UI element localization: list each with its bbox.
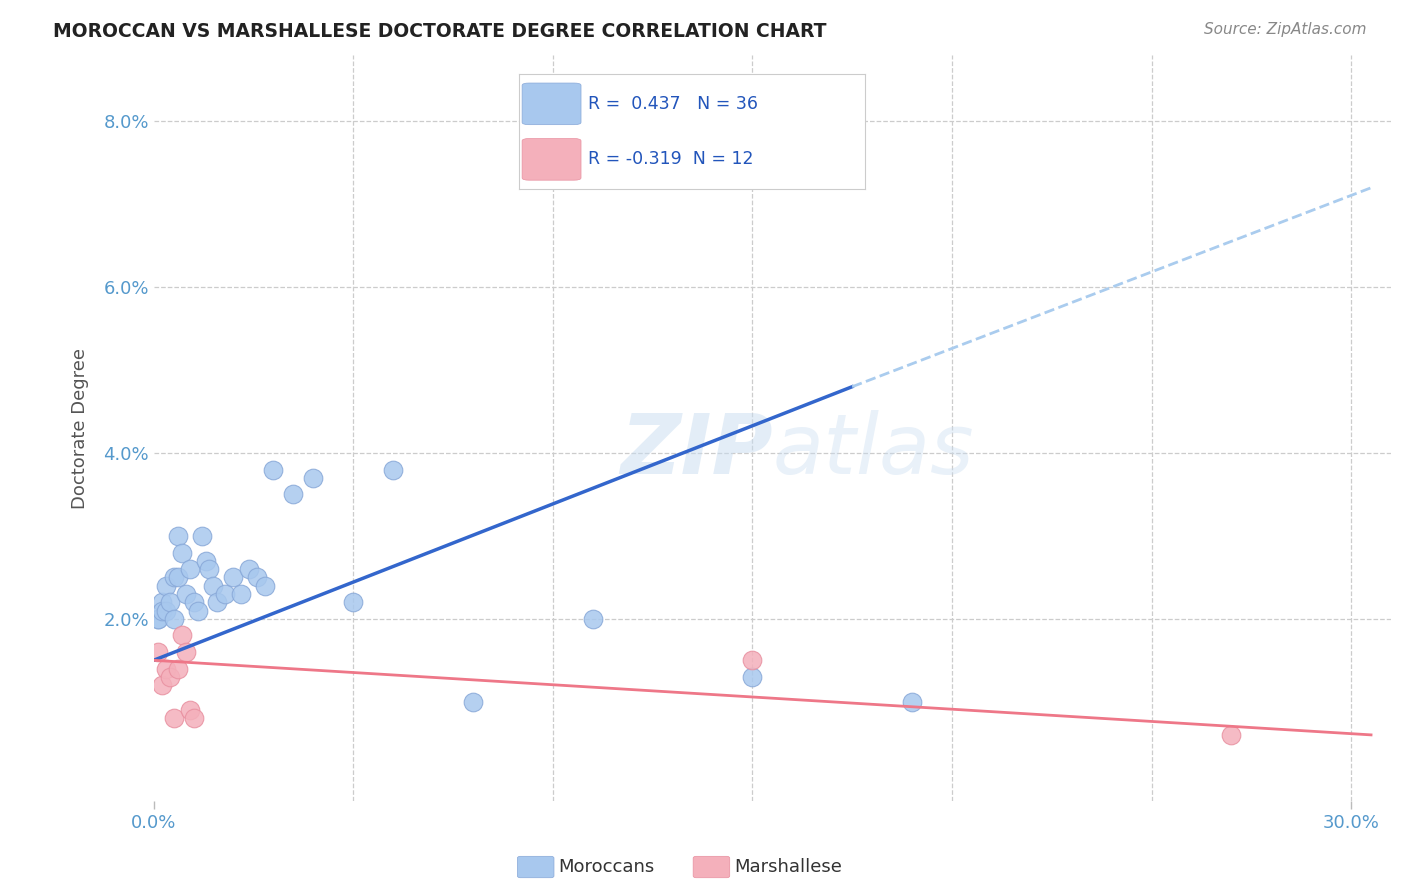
Point bbox=[179, 703, 201, 717]
Point bbox=[1220, 728, 1243, 742]
Point bbox=[214, 587, 236, 601]
Point bbox=[183, 595, 205, 609]
Point bbox=[150, 603, 173, 617]
Point bbox=[183, 711, 205, 725]
Point bbox=[202, 579, 225, 593]
Text: Moroccans: Moroccans bbox=[558, 858, 654, 876]
Point bbox=[146, 645, 169, 659]
Point bbox=[194, 554, 217, 568]
Point bbox=[461, 695, 484, 709]
Point bbox=[162, 570, 184, 584]
Point bbox=[166, 662, 188, 676]
Point bbox=[231, 587, 253, 601]
Point bbox=[246, 570, 269, 584]
Point bbox=[146, 612, 169, 626]
Point bbox=[179, 562, 201, 576]
Text: Source: ZipAtlas.com: Source: ZipAtlas.com bbox=[1204, 22, 1367, 37]
Point bbox=[155, 662, 177, 676]
Text: MOROCCAN VS MARSHALLESE DOCTORATE DEGREE CORRELATION CHART: MOROCCAN VS MARSHALLESE DOCTORATE DEGREE… bbox=[53, 22, 827, 41]
Point bbox=[190, 529, 212, 543]
Point bbox=[170, 545, 193, 559]
Point bbox=[146, 612, 169, 626]
Point bbox=[166, 570, 188, 584]
Point bbox=[162, 711, 184, 725]
Text: Marshallese: Marshallese bbox=[734, 858, 842, 876]
Point bbox=[222, 570, 245, 584]
Point bbox=[207, 595, 229, 609]
Point bbox=[238, 562, 260, 576]
Point bbox=[283, 487, 305, 501]
Point bbox=[159, 595, 181, 609]
Point bbox=[174, 645, 197, 659]
Point bbox=[901, 695, 924, 709]
Point bbox=[741, 653, 763, 667]
Point bbox=[174, 587, 197, 601]
Point bbox=[150, 678, 173, 692]
Point bbox=[302, 471, 325, 485]
Point bbox=[198, 562, 221, 576]
Point bbox=[382, 462, 405, 476]
Point bbox=[186, 603, 208, 617]
Text: ZIP: ZIP bbox=[620, 410, 772, 491]
Point bbox=[582, 612, 605, 626]
Point bbox=[155, 579, 177, 593]
Point bbox=[342, 595, 364, 609]
Point bbox=[162, 612, 184, 626]
Point bbox=[166, 529, 188, 543]
Point bbox=[741, 670, 763, 684]
Text: atlas: atlas bbox=[772, 410, 974, 491]
Point bbox=[262, 462, 284, 476]
Point bbox=[155, 603, 177, 617]
Y-axis label: Doctorate Degree: Doctorate Degree bbox=[72, 348, 89, 508]
Point bbox=[170, 628, 193, 642]
Point bbox=[254, 579, 277, 593]
Point bbox=[150, 595, 173, 609]
Point bbox=[159, 670, 181, 684]
